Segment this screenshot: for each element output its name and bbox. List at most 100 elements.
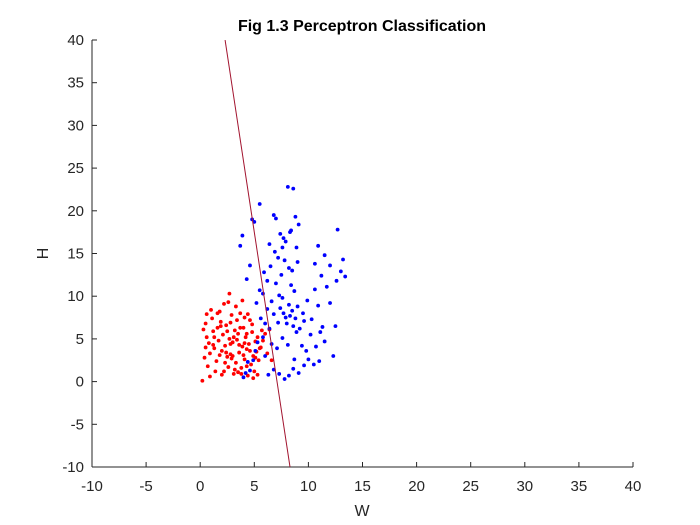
data-point: [292, 357, 297, 362]
data-point: [257, 346, 262, 351]
x-tick-label: 40: [625, 478, 642, 495]
data-point: [248, 348, 252, 353]
data-point: [278, 306, 283, 311]
data-point: [312, 261, 317, 266]
data-point: [309, 317, 314, 322]
data-point: [292, 289, 297, 293]
data-point: [218, 324, 223, 328]
data-point: [290, 268, 295, 273]
data-point: [334, 278, 339, 283]
x-tick-label: 5: [250, 478, 258, 495]
data-point: [317, 359, 322, 364]
data-point: [223, 360, 227, 365]
data-point: [235, 337, 239, 342]
y-tick-label: 0: [76, 374, 84, 391]
data-point: [282, 377, 287, 381]
data-point: [242, 357, 247, 362]
data-point: [302, 363, 306, 368]
y-axis-title: H: [35, 248, 52, 260]
data-point: [293, 316, 298, 321]
data-point: [241, 325, 246, 330]
y-tick-label: 20: [67, 203, 84, 220]
data-point: [269, 299, 274, 304]
data-point: [251, 358, 256, 363]
data-point: [236, 370, 240, 375]
data-point: [241, 353, 246, 358]
data-point: [245, 373, 250, 378]
data-point: [229, 313, 234, 317]
data-point: [219, 348, 224, 353]
data-point: [215, 325, 220, 330]
data-point: [241, 375, 246, 380]
data-point: [232, 367, 237, 372]
scatter-series: [200, 184, 348, 383]
data-point: [227, 291, 232, 296]
y-tick-label: 40: [67, 32, 84, 49]
data-point: [211, 342, 216, 347]
data-point: [228, 342, 233, 346]
data-point: [253, 355, 258, 360]
data-point: [255, 340, 260, 345]
data-point: [226, 300, 231, 305]
data-point: [238, 243, 243, 248]
data-point: [281, 236, 286, 241]
data-point: [253, 348, 258, 353]
data-point: [261, 335, 265, 340]
data-point: [204, 335, 209, 340]
data-point: [328, 301, 332, 305]
data-point: [305, 298, 310, 303]
data-point: [239, 372, 244, 376]
data-point: [269, 358, 274, 363]
data-point: [217, 353, 222, 358]
data-point: [291, 324, 296, 328]
data-point: [237, 350, 242, 355]
x-tick-label: 0: [196, 478, 204, 495]
data-point: [209, 307, 213, 312]
data-point: [211, 329, 216, 334]
x-tick-label: -5: [139, 478, 152, 495]
data-point: [295, 304, 300, 309]
y-tick-label: 5: [76, 331, 84, 348]
data-point: [245, 312, 250, 317]
data-point: [322, 253, 327, 258]
data-point: [341, 257, 345, 262]
data-point: [210, 316, 215, 321]
data-point: [230, 354, 235, 358]
data-point: [208, 351, 212, 356]
data-point: [243, 371, 248, 375]
data-point: [294, 330, 299, 334]
data-point: [203, 321, 208, 326]
data-point: [216, 338, 221, 343]
data-point: [228, 320, 233, 325]
data-point: [224, 350, 229, 355]
data-point: [206, 341, 211, 346]
data-point: [234, 304, 238, 309]
data-point: [301, 311, 305, 316]
data-point: [240, 233, 245, 238]
x-tick-label: 30: [516, 478, 533, 495]
x-axis-ticks: -10 -5 0 5 10 15 20 25 30 35 40: [81, 462, 641, 495]
data-point: [287, 302, 291, 307]
data-point: [285, 184, 290, 189]
data-point: [277, 372, 282, 376]
data-point: [240, 344, 245, 349]
data-point: [201, 327, 206, 332]
data-point: [290, 308, 295, 313]
data-point: [227, 337, 232, 341]
data-point: [257, 202, 262, 206]
data-point: [275, 346, 279, 351]
data-point: [248, 318, 252, 323]
data-point: [254, 301, 259, 305]
data-point: [252, 369, 257, 374]
data-point: [234, 360, 238, 365]
data-point: [276, 320, 281, 325]
data-point: [263, 321, 268, 326]
data-point: [295, 260, 300, 264]
data-point: [288, 313, 292, 318]
x-tick-label: 10: [300, 478, 317, 495]
data-point: [320, 325, 325, 329]
data-point: [221, 332, 225, 337]
data-point: [268, 264, 273, 269]
data-point: [244, 277, 249, 282]
